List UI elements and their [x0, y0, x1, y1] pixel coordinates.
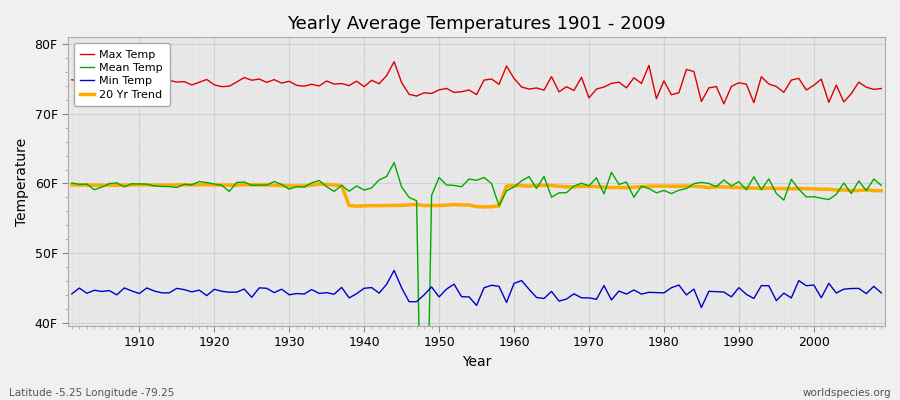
Mean Temp	[389, 160, 400, 165]
Min Temp	[67, 292, 77, 296]
Max Temp	[516, 84, 526, 89]
Mean Temp	[524, 174, 535, 179]
Legend: Max Temp, Mean Temp, Min Temp, 20 Yr Trend: Max Temp, Mean Temp, Min Temp, 20 Yr Tre…	[74, 43, 169, 106]
Max Temp	[126, 80, 137, 85]
Min Temp	[606, 298, 616, 302]
20 Yr Trend	[314, 182, 325, 186]
20 Yr Trend	[292, 184, 302, 188]
Max Temp	[606, 81, 616, 86]
20 Yr Trend	[524, 184, 535, 188]
Line: Max Temp: Max Temp	[72, 62, 881, 104]
Line: Min Temp: Min Temp	[72, 270, 881, 308]
Min Temp	[508, 281, 519, 286]
Mean Temp	[67, 180, 77, 185]
Mean Temp	[292, 184, 302, 189]
Min Temp	[337, 285, 347, 290]
Mean Temp	[614, 182, 625, 187]
Max Temp	[718, 102, 729, 106]
Max Temp	[389, 59, 400, 64]
Mean Temp	[876, 183, 886, 188]
Min Temp	[696, 305, 706, 310]
Max Temp	[876, 86, 886, 91]
Min Temp	[292, 291, 302, 296]
Line: Mean Temp: Mean Temp	[72, 162, 881, 400]
Max Temp	[508, 76, 519, 81]
Line: 20 Yr Trend: 20 Yr Trend	[72, 184, 881, 207]
Max Temp	[292, 83, 302, 88]
20 Yr Trend	[344, 203, 355, 208]
20 Yr Trend	[67, 182, 77, 187]
Text: worldspecies.org: worldspecies.org	[803, 388, 891, 398]
X-axis label: Year: Year	[462, 355, 491, 369]
Mean Temp	[337, 183, 347, 188]
Max Temp	[337, 81, 347, 86]
20 Yr Trend	[516, 183, 526, 188]
Y-axis label: Temperature: Temperature	[15, 138, 29, 226]
20 Yr Trend	[126, 182, 137, 187]
Max Temp	[67, 77, 77, 82]
Text: Latitude -5.25 Longitude -79.25: Latitude -5.25 Longitude -79.25	[9, 388, 175, 398]
Min Temp	[389, 268, 400, 273]
Title: Yearly Average Temperatures 1901 - 2009: Yearly Average Temperatures 1901 - 2009	[287, 15, 666, 33]
Min Temp	[876, 290, 886, 295]
Min Temp	[126, 288, 137, 293]
20 Yr Trend	[614, 185, 625, 190]
20 Yr Trend	[479, 204, 490, 209]
Mean Temp	[126, 181, 137, 186]
20 Yr Trend	[876, 188, 886, 193]
Min Temp	[516, 278, 526, 283]
Mean Temp	[516, 178, 526, 183]
